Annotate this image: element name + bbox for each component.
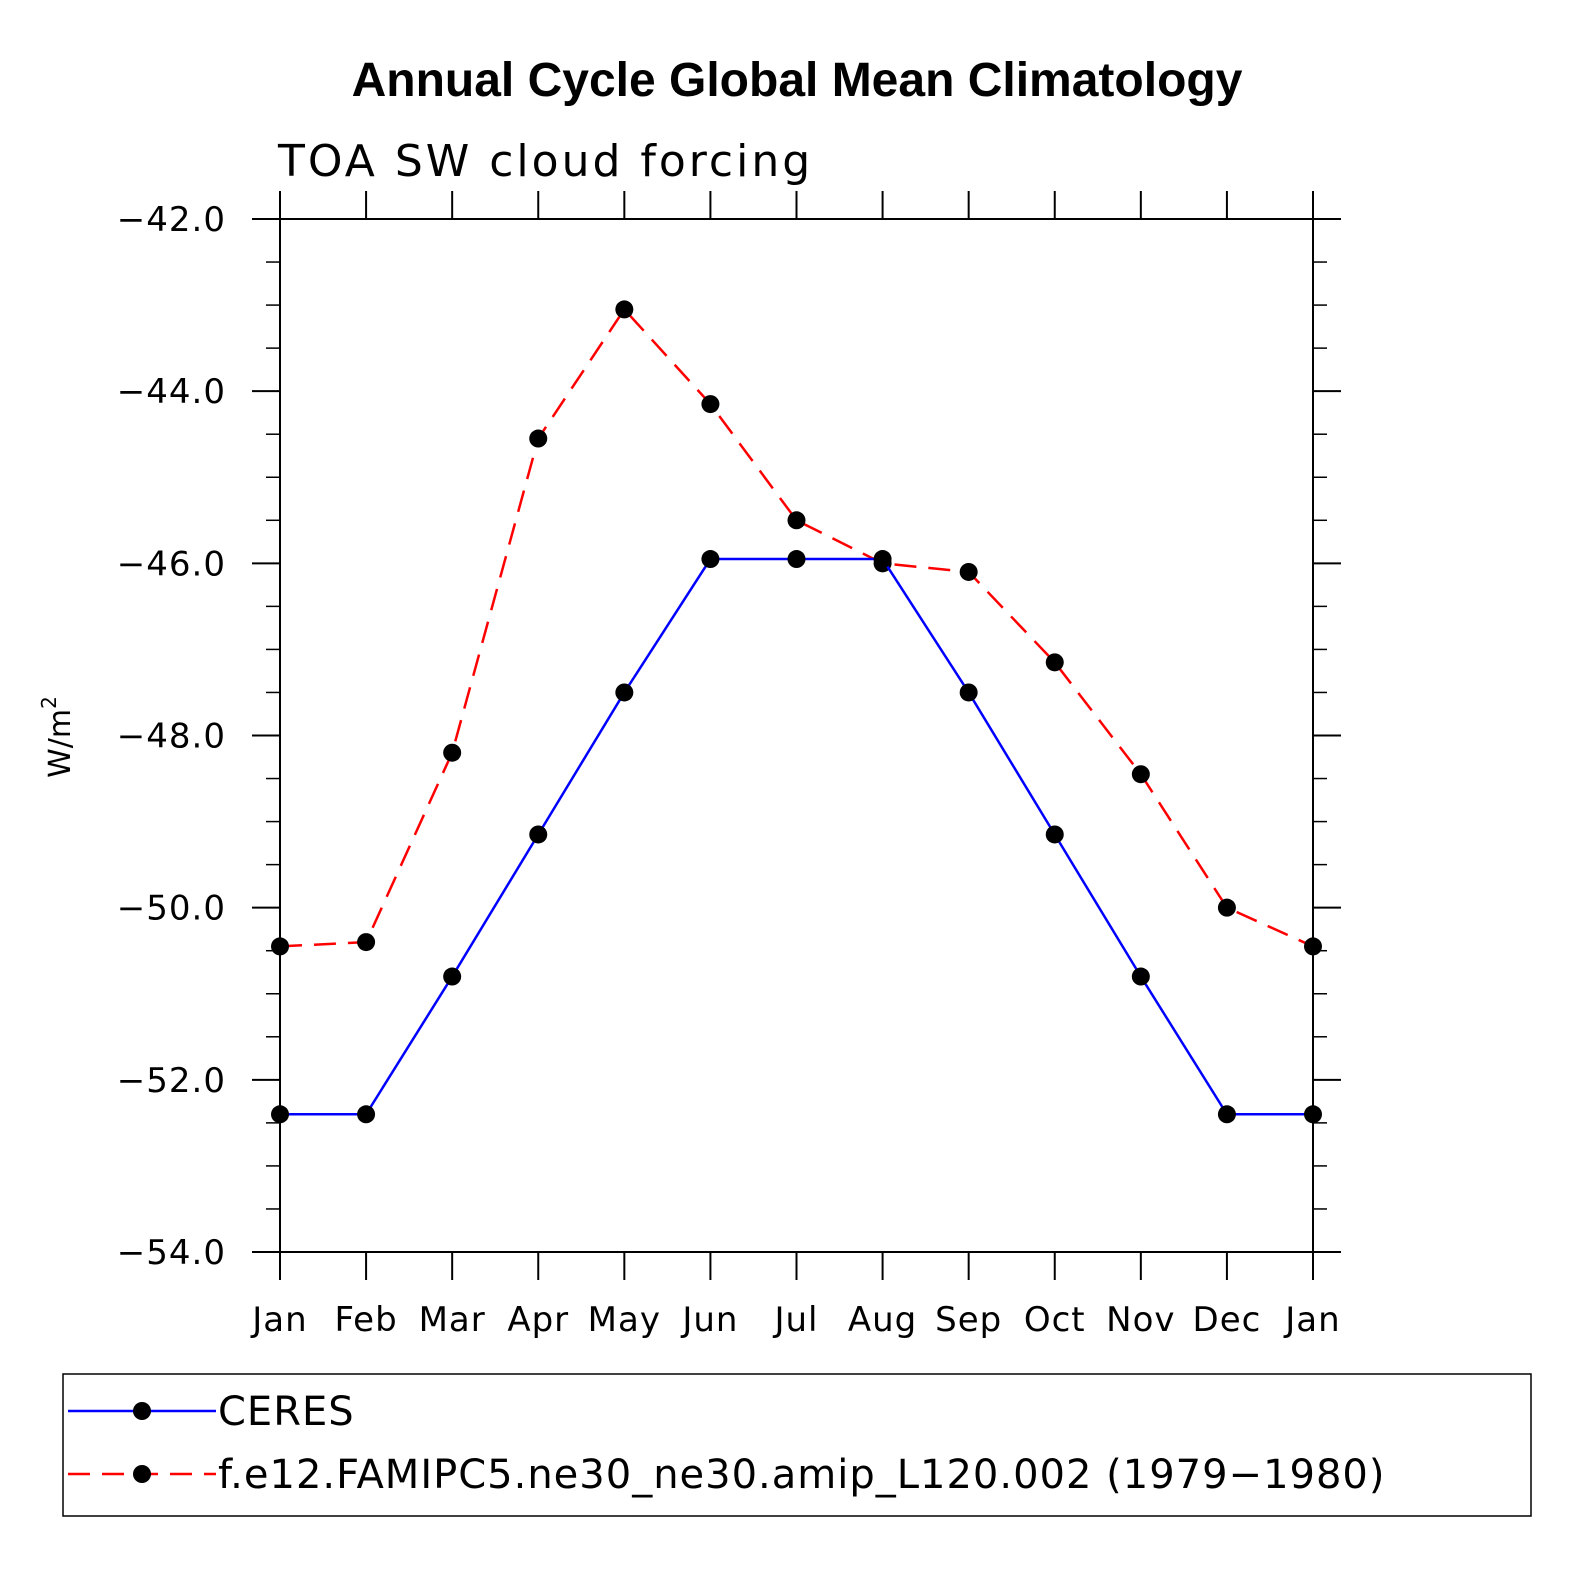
y-axis-label: W/m2 (37, 696, 78, 778)
y-axis-label-unit: W/m (43, 709, 78, 778)
x-tick-label: Jan (1283, 1300, 1340, 1340)
data-point-0 (443, 967, 462, 986)
plot-border (279, 218, 1314, 1253)
series-0 (271, 550, 1322, 1124)
data-point-0 (873, 550, 892, 569)
x-tick-label: Aug (848, 1300, 917, 1340)
y-tick-label: −42.0 (117, 200, 226, 240)
x-tick-label: Apr (507, 1300, 569, 1340)
legend-label-0: CERES (218, 1389, 355, 1435)
data-point-0 (1304, 1105, 1322, 1124)
data-point-1 (529, 429, 548, 448)
data-point-1 (271, 937, 289, 956)
x-tick-label: Mar (419, 1300, 486, 1340)
data-point-1 (787, 511, 806, 530)
x-tick-label: Sep (935, 1300, 1002, 1340)
data-point-1 (615, 300, 634, 319)
y-tick-label: −52.0 (117, 1061, 226, 1101)
legend-label-1: f.e12.FAMIPC5.ne30_ne30.amip_L120.002 (1… (218, 1452, 1385, 1498)
data-point-1 (443, 743, 462, 762)
chart-subtitle: TOA SW cloud forcing (277, 136, 813, 187)
series-line-0 (280, 557, 1313, 1116)
data-point-1 (959, 562, 978, 581)
x-tick-label: Jan (250, 1300, 307, 1340)
y-axis-label-text: W/m2 (37, 696, 78, 778)
data-point-1 (357, 933, 376, 952)
y-axis: −42.0 −44.0 −46.0 −48.0 −50.0 −52.0 −54.0 (117, 200, 1341, 1273)
y-tick-label: −44.0 (117, 372, 226, 412)
legend: CERES f.e12.FAMIPC5.ne30_ne30.amip_L120.0… (62, 1373, 1532, 1517)
x-tick-label: May (588, 1300, 661, 1340)
data-point-0 (529, 825, 548, 844)
data-point-0 (357, 1105, 376, 1124)
data-point-1 (1304, 937, 1322, 956)
legend-marker-0 (133, 1402, 151, 1420)
plot-frame (279, 218, 1314, 1253)
x-tick-label: Jun (680, 1300, 738, 1340)
data-point-1 (1045, 653, 1064, 672)
data-point-0 (1217, 1105, 1236, 1124)
data-point-0 (271, 1105, 289, 1124)
series-line-1 (279, 307, 1314, 948)
data-point-1 (1131, 765, 1150, 784)
x-tick-label: Dec (1193, 1300, 1262, 1340)
series-1 (271, 300, 1322, 956)
x-tick-label: Jul (772, 1300, 818, 1340)
data-point-0 (1131, 967, 1150, 986)
y-tick-label: −46.0 (117, 544, 226, 584)
y-axis-label-exponent: 2 (37, 696, 61, 709)
x-tick-label: Nov (1106, 1300, 1175, 1340)
x-tick-label: Oct (1024, 1300, 1086, 1340)
data-point-1 (701, 395, 720, 414)
data-point-0 (1045, 825, 1064, 844)
legend-marker-1 (133, 1465, 151, 1483)
x-tick-label: Feb (334, 1300, 397, 1340)
y-tick-label: −50.0 (117, 889, 226, 929)
data-point-0 (787, 550, 806, 569)
data-point-1 (1217, 898, 1236, 917)
data-point-0 (701, 550, 720, 569)
legend-box (62, 1373, 1532, 1517)
series-layer (271, 300, 1322, 1124)
chart-title: Annual Cycle Global Mean Climatology (352, 54, 1243, 107)
y-tick-label: −54.0 (117, 1233, 226, 1273)
x-axis: Jan Feb Mar Apr May Jun Jul Aug Sep Oct Nov Dec Jan (250, 191, 1340, 1340)
y-tick-label: −48.0 (117, 717, 226, 757)
data-point-0 (959, 683, 978, 702)
data-point-0 (615, 683, 634, 702)
